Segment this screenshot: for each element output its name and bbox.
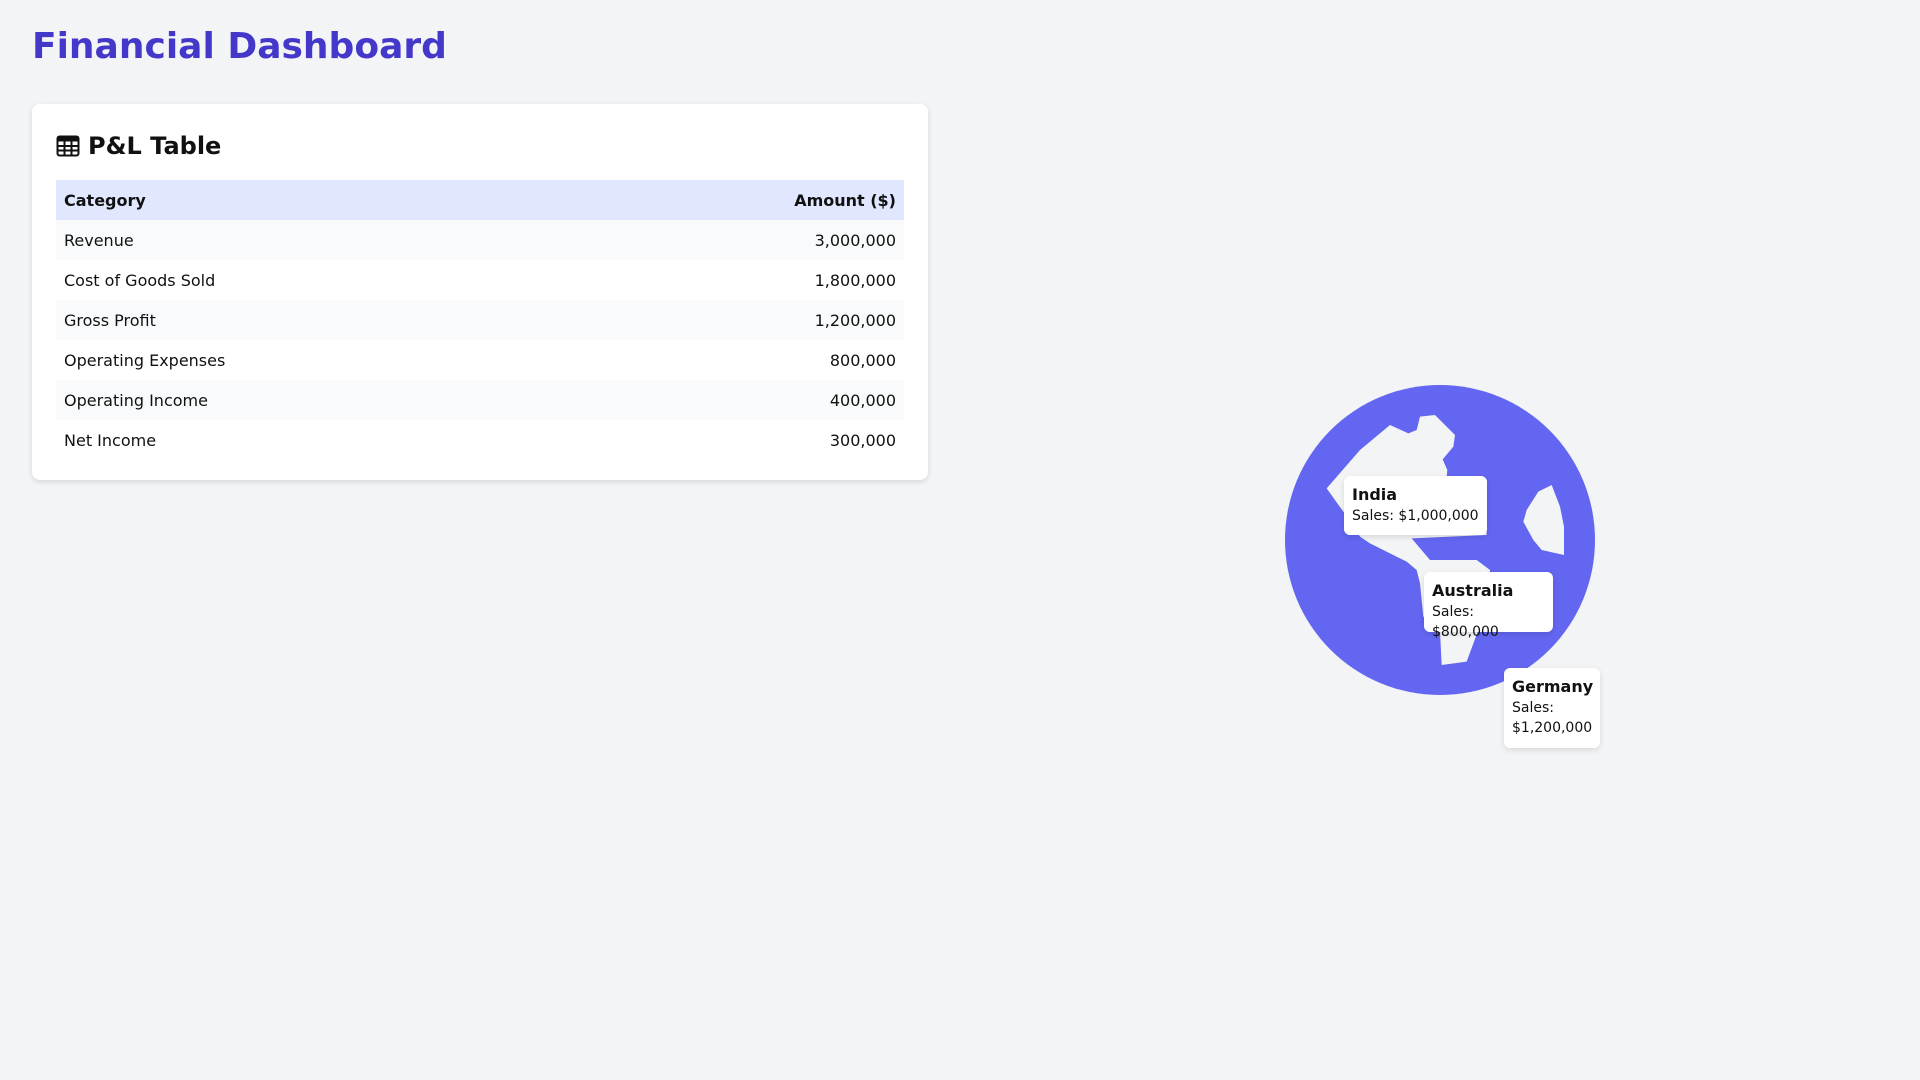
category-cell: Revenue — [64, 230, 134, 250]
page-title: Financial Dashboard — [32, 26, 447, 67]
marker-sales: Sales: $1,000,000 — [1352, 508, 1479, 524]
amount-cell: 1,200,000 — [814, 310, 896, 330]
pl-table-heading: P&L Table — [56, 128, 904, 164]
table-row: Operating Expenses 800,000 — [56, 340, 904, 380]
category-cell: Operating Income — [64, 390, 208, 410]
marker-sales: Sales: $800,000 — [1432, 604, 1499, 640]
table-row: Operating Income 400,000 — [56, 380, 904, 420]
pl-table-card: P&L Table Category Amount ($) Revenue 3,0… — [32, 104, 928, 480]
category-cell: Net Income — [64, 430, 157, 450]
amount-cell: 300,000 — [829, 430, 896, 450]
amount-cell: 1,800,000 — [814, 270, 896, 290]
pl-table: Category Amount ($) Revenue 3,000,000 Cos… — [56, 180, 904, 460]
category-cell: Gross Profit — [64, 310, 156, 330]
map-marker-australia[interactable]: Australia Sales: $800,000 — [1424, 572, 1553, 640]
table-row: Gross Profit 1,200,000 — [56, 300, 904, 340]
marker-country: India — [1352, 485, 1398, 504]
category-cell: Operating Expenses — [64, 350, 226, 370]
table-row: Net Income 300,000 — [56, 420, 904, 460]
marker-country: Germany — [1512, 677, 1594, 696]
table-header-row: Category Amount ($) — [56, 180, 904, 220]
pl-table-title: P&L Table — [88, 132, 222, 160]
column-header-amount: Amount ($) — [565, 180, 904, 220]
category-cell: Cost of Goods Sold — [64, 270, 216, 290]
map-marker-india[interactable]: India Sales: $1,000,000 — [1344, 476, 1487, 535]
table-icon — [56, 135, 80, 157]
marker-sales-value: $1,200,000 — [1512, 720, 1593, 736]
marker-country: Australia — [1432, 581, 1514, 600]
table-row: Revenue 3,000,000 — [56, 220, 904, 260]
amount-cell: 400,000 — [829, 390, 896, 410]
amount-cell: 3,000,000 — [814, 230, 896, 250]
table-row: Cost of Goods Sold 1,800,000 — [56, 260, 904, 300]
map-marker-germany[interactable]: Germany Sales: $1,200,000 — [1504, 668, 1600, 748]
amount-cell: 800,000 — [829, 350, 896, 370]
marker-sales-label: Sales: — [1512, 700, 1554, 716]
column-header-category: Category — [56, 180, 566, 220]
